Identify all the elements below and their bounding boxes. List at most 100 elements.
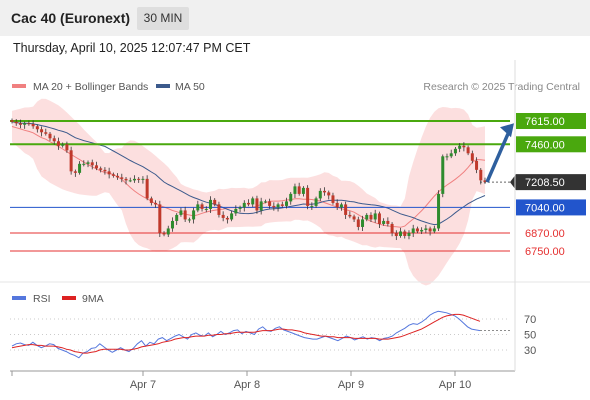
candle-body: [247, 202, 250, 205]
candle-body: [200, 204, 204, 209]
candle-body: [187, 219, 191, 221]
candle-body: [78, 163, 82, 173]
candle-body: [453, 148, 457, 154]
candle-body: [310, 205, 314, 207]
candle-body: [382, 220, 386, 224]
legend-swatch-ma20: [12, 84, 26, 88]
level-tag-7460.00: [516, 136, 586, 153]
candle-body: [132, 178, 136, 181]
candle-body: [255, 198, 259, 211]
candle-body: [23, 123, 27, 125]
candle-body: [272, 205, 276, 208]
candle-body: [27, 123, 31, 125]
candle-body: [238, 207, 242, 209]
candle-body: [285, 201, 289, 206]
candle-body: [377, 213, 381, 224]
timeframe-badge[interactable]: 30 MIN: [137, 7, 189, 30]
candle-body: [335, 202, 339, 208]
level-label-7615.00: 7615.00: [525, 116, 565, 128]
candle-body: [35, 126, 39, 130]
candle-body: [356, 219, 360, 227]
candle-body: [90, 162, 94, 166]
candle-body: [31, 124, 35, 127]
candle-body: [103, 169, 107, 172]
candle-body: [475, 160, 479, 170]
candle-body: [82, 163, 86, 165]
candle-body: [120, 177, 124, 179]
candle-body: [149, 198, 153, 203]
rsi-line: [11, 310, 481, 359]
legend-ma20-label: MA 20 + Bollinger Bands: [33, 81, 148, 93]
candle-body: [432, 228, 436, 232]
candle-body: [259, 201, 263, 211]
candle-body: [52, 138, 56, 142]
legend-9ma-label: 9MA: [82, 293, 104, 305]
rsi-ma-line: [11, 313, 481, 354]
candle-body: [339, 204, 343, 208]
candle-body: [217, 204, 221, 215]
legend-swatch-9ma: [62, 296, 76, 300]
candle-body: [170, 220, 174, 229]
header-bar: Cac 40 (Euronext) 30 MIN: [0, 0, 590, 36]
candle-body: [483, 180, 487, 183]
candle-body: [361, 219, 365, 227]
x-tick-label-Apr-8: Apr 8: [234, 379, 260, 391]
projection-arrow-shaft: [485, 128, 512, 183]
candle-body: [386, 220, 390, 224]
candle-body: [124, 178, 128, 181]
candle-body: [141, 178, 145, 180]
candle-body: [280, 204, 284, 206]
candle-body: [407, 232, 411, 236]
ma50-line: [11, 121, 486, 226]
candle-body: [470, 153, 474, 161]
level-tag-7615.00: [516, 113, 586, 129]
candle-body: [111, 174, 115, 176]
candle-body: [18, 123, 22, 125]
x-tick-label-Apr-9: Apr 9: [338, 379, 364, 391]
candle-body: [331, 195, 335, 203]
candle-body: [192, 210, 196, 220]
candle-body: [251, 198, 255, 205]
candle-body: [428, 228, 432, 232]
candle-body: [128, 180, 132, 182]
candle-body: [462, 145, 466, 148]
candle-body: [314, 198, 318, 206]
candle-body: [318, 190, 322, 199]
candle-body: [225, 217, 229, 220]
candle-body: [276, 204, 280, 208]
candle-body: [145, 178, 149, 199]
candle-body: [56, 141, 60, 146]
candle-body: [449, 153, 453, 157]
rsi-tick-30: 30: [524, 345, 536, 357]
candle-body: [348, 214, 352, 217]
candle-body: [301, 187, 305, 194]
candle-body: [221, 214, 225, 218]
candle-body: [166, 228, 170, 235]
x-tick-label-Apr-10: Apr 10: [439, 379, 471, 391]
candle-body: [107, 171, 111, 175]
candle-body: [441, 156, 445, 194]
candle-body: [175, 214, 179, 221]
candle-body: [242, 202, 246, 208]
projection-arrow-head: [500, 123, 514, 138]
candle-body: [44, 132, 48, 134]
level-label-6870.00: 6870.00: [525, 228, 565, 240]
level-label-6750.00: 6750.00: [525, 246, 565, 258]
candle-body: [373, 213, 377, 220]
candle-body: [420, 229, 424, 232]
candle-body: [99, 168, 103, 170]
legend-swatch-rsi: [12, 296, 26, 300]
level-label-7460.00: 7460.00: [525, 139, 565, 151]
candle-body: [116, 175, 120, 178]
candle-body: [86, 162, 90, 164]
candle-body: [14, 121, 18, 124]
candle-body: [411, 228, 415, 233]
symbol-title: Cac 40 (Euronext): [11, 10, 131, 26]
candle-body: [437, 193, 441, 229]
candle-body: [390, 223, 394, 233]
candle-body: [162, 232, 166, 235]
candle-body: [394, 232, 398, 236]
candle-body: [40, 129, 44, 133]
candle-body: [69, 150, 73, 172]
candle-body: [479, 169, 483, 181]
